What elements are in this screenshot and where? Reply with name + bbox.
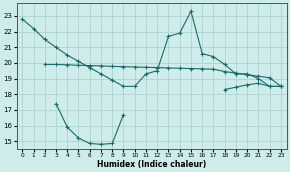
X-axis label: Humidex (Indice chaleur): Humidex (Indice chaleur) [97,159,206,169]
